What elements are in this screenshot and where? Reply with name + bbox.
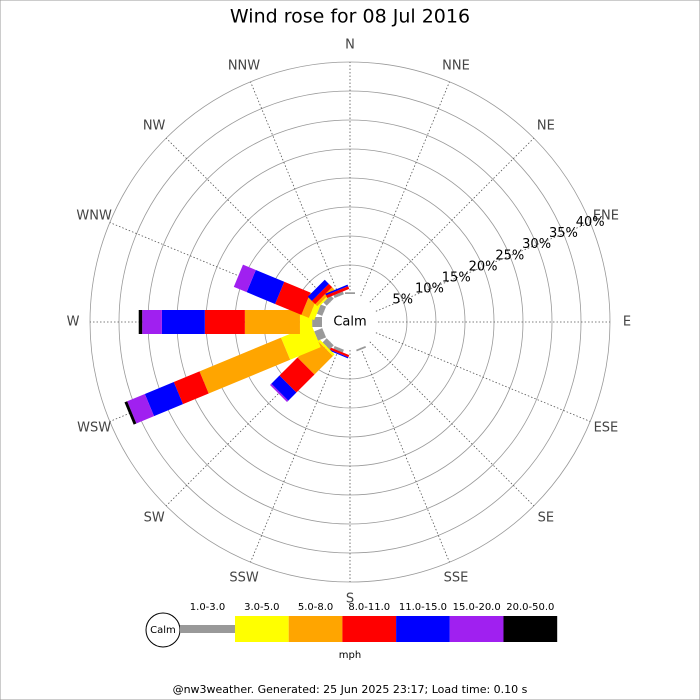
bar-segment xyxy=(326,345,350,358)
bar-segment xyxy=(325,348,349,359)
bar-segment xyxy=(127,393,155,424)
legend-swatch xyxy=(180,625,235,633)
spoke xyxy=(250,347,340,563)
bar-segment xyxy=(233,264,256,293)
bar-segment xyxy=(144,382,183,417)
direction-label: WSW xyxy=(77,421,111,436)
bar-segment xyxy=(246,270,285,304)
r-tick-label: 10% xyxy=(415,282,444,297)
direction-label: W xyxy=(67,315,80,330)
spoke xyxy=(369,137,535,303)
direction-label: S xyxy=(346,592,354,607)
direction-label: NW xyxy=(143,119,166,134)
bar-segment xyxy=(279,357,315,393)
legend-swatch xyxy=(235,616,289,642)
bar-segment xyxy=(322,338,334,350)
spoke xyxy=(375,222,591,312)
legend-swatch xyxy=(503,616,558,642)
direction-label: SSW xyxy=(229,570,259,585)
bar-segment xyxy=(333,291,344,299)
bar-segment xyxy=(315,287,335,307)
bar-segment xyxy=(138,310,143,334)
legend-label: 15.0-20.0 xyxy=(453,602,501,613)
r-tick-label: 15% xyxy=(442,270,471,285)
bar-segment xyxy=(345,292,355,294)
spoke xyxy=(360,81,450,297)
bar-segment xyxy=(142,310,162,334)
bar-segment xyxy=(275,281,311,315)
bar-segment xyxy=(173,371,209,405)
legend-swatch xyxy=(449,616,504,642)
legend-swatch xyxy=(288,616,343,642)
footer: @nw3weather. Generated: 25 Jun 2025 23:1… xyxy=(173,683,528,696)
calm-label: Calm xyxy=(333,315,366,330)
bar-segment xyxy=(312,317,322,327)
bar-segment xyxy=(307,279,329,301)
direction-label: SW xyxy=(144,510,165,525)
direction-label: SE xyxy=(538,510,554,525)
bar-segment xyxy=(124,401,137,425)
bar-segment xyxy=(325,286,350,299)
bar-segment xyxy=(199,337,291,394)
bar-segment xyxy=(271,375,297,401)
spoke xyxy=(360,347,450,563)
r-tick-label: 35% xyxy=(549,226,578,241)
calm-circle xyxy=(325,297,375,347)
legend-calm-label: Calm xyxy=(150,625,176,636)
bar-segment xyxy=(233,264,243,287)
bar-segment xyxy=(323,295,334,306)
spoke xyxy=(250,81,340,297)
legend-label: 8.0-11.0 xyxy=(348,602,390,613)
bar-segment xyxy=(297,339,333,375)
r-tick-label: 25% xyxy=(495,248,524,263)
legend-label: 3.0-5.0 xyxy=(244,602,279,613)
bar-segment xyxy=(356,345,367,352)
bar-segment xyxy=(311,283,333,305)
direction-label: NNE xyxy=(442,59,470,74)
spoke xyxy=(165,137,331,303)
direction-label: ESE xyxy=(594,421,619,436)
direction-label: NE xyxy=(537,119,555,134)
direction-label: NNW xyxy=(228,59,260,74)
legend-swatch xyxy=(396,616,450,642)
r-tick-label: 40% xyxy=(576,215,605,230)
r-tick-label: 30% xyxy=(522,237,551,252)
chart-title: Wind rose for 08 Jul 2016 xyxy=(230,6,470,28)
r-tick-label: 20% xyxy=(469,259,498,274)
bar-segment xyxy=(315,337,335,357)
legend-swatch xyxy=(342,616,397,642)
legend-label: 11.0-15.0 xyxy=(399,602,447,613)
bar-segment xyxy=(314,328,327,341)
legend-label: 20.0-50.0 xyxy=(506,602,554,613)
units-label: mph xyxy=(339,650,361,661)
direction-label: N xyxy=(345,38,355,53)
legend-label: 1.0-3.0 xyxy=(190,602,225,613)
spoke xyxy=(375,332,591,422)
bar-segment xyxy=(204,310,245,334)
direction-label: E xyxy=(623,315,631,330)
spoke xyxy=(369,341,535,507)
bar-segment xyxy=(244,310,300,334)
bar-segment xyxy=(270,383,289,402)
direction-label: WNW xyxy=(76,208,112,223)
direction-label: ENE xyxy=(593,208,619,223)
bar-segment xyxy=(333,345,344,353)
direction-label: SSE xyxy=(444,570,469,585)
r-tick-label: 5% xyxy=(392,293,413,308)
bar-segment xyxy=(325,284,349,296)
legend-label: 5.0-8.0 xyxy=(298,602,333,613)
bar-segment xyxy=(161,310,205,334)
bar-segment xyxy=(316,304,327,316)
